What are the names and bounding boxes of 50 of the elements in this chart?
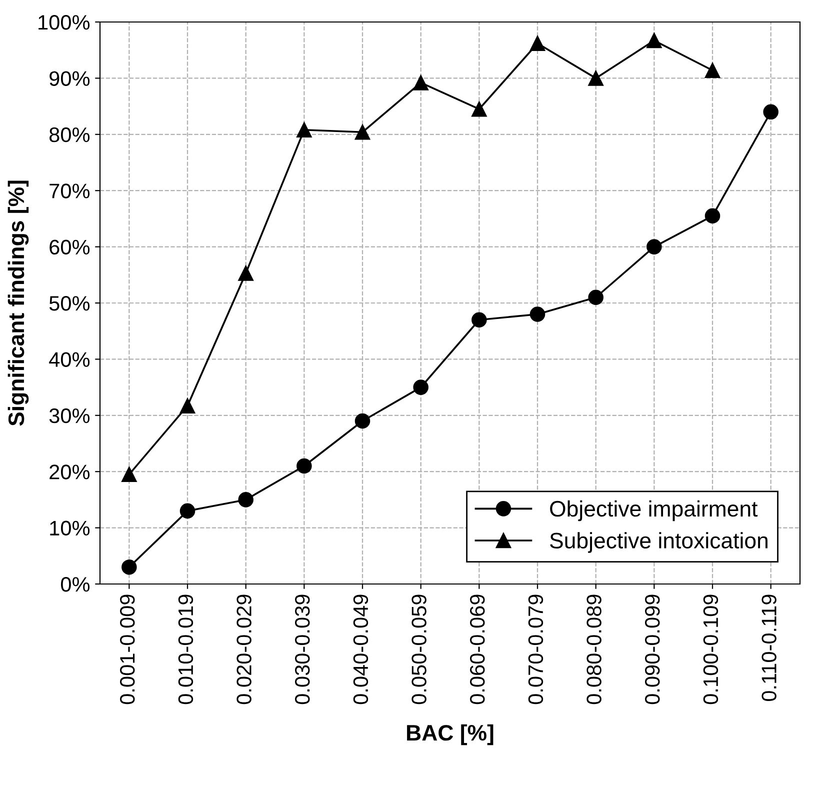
point	[763, 104, 778, 120]
x-axis-title: BAC [%]	[407, 724, 494, 746]
y-tick-label: 70%	[50, 184, 90, 198]
x-tick-label: 0.001-0.009	[120, 594, 135, 704]
point	[413, 75, 428, 90]
y-tick-label: 50%	[49, 296, 90, 311]
y-tick-label: 30%	[49, 408, 90, 424]
x-tick-label: 0.010-0.019	[178, 594, 194, 704]
x-tick-label: 0.110-0.119	[762, 594, 776, 702]
x-tick-label: 0.070-0.079	[528, 594, 544, 704]
point	[530, 36, 546, 51]
point	[180, 398, 196, 414]
point	[588, 70, 604, 86]
point	[296, 458, 312, 474]
point	[238, 492, 254, 508]
point	[704, 208, 720, 224]
point	[354, 124, 370, 140]
x-tick-label: 0.060-0.069	[470, 594, 485, 704]
y-tick-label: 10%	[50, 520, 90, 536]
point	[646, 239, 662, 254]
x-tick-label: 0.020-0.029	[236, 594, 252, 704]
point	[646, 32, 662, 48]
y-tick-label: 90%	[50, 71, 90, 86]
point	[472, 312, 487, 328]
point	[354, 413, 370, 429]
point	[122, 466, 137, 482]
y-tick-label: 80%	[49, 127, 90, 142]
point	[413, 380, 428, 395]
legend-label: Objective impairment	[550, 500, 758, 522]
point	[588, 290, 604, 306]
y-tick-label: 20%	[50, 464, 90, 480]
point	[530, 306, 546, 322]
y-axis-title: Significant findings [%]	[8, 180, 29, 426]
y-tick-label: 40%	[49, 352, 90, 367]
x-tick-label: 0.100-0.109	[703, 594, 718, 704]
x-tick-label: 0.080-0.089	[586, 594, 602, 704]
y-tick-label: 0%	[60, 577, 90, 592]
point	[238, 266, 254, 281]
legend-label: Subjective intoxication	[550, 532, 768, 553]
point	[296, 122, 312, 138]
point	[122, 560, 137, 575]
y-tick-label: 60%	[50, 240, 90, 255]
point	[704, 62, 720, 78]
y-tick-label: 100%	[38, 15, 90, 30]
x-tick-label: 0.050-0.059	[412, 594, 426, 704]
point	[472, 101, 487, 117]
x-tick-label: 0.030-0.039	[295, 594, 310, 704]
x-tick-label: 0.040-0.049	[353, 594, 368, 704]
x-tick-label: 0.090-0.099	[645, 594, 660, 704]
point	[180, 503, 196, 519]
